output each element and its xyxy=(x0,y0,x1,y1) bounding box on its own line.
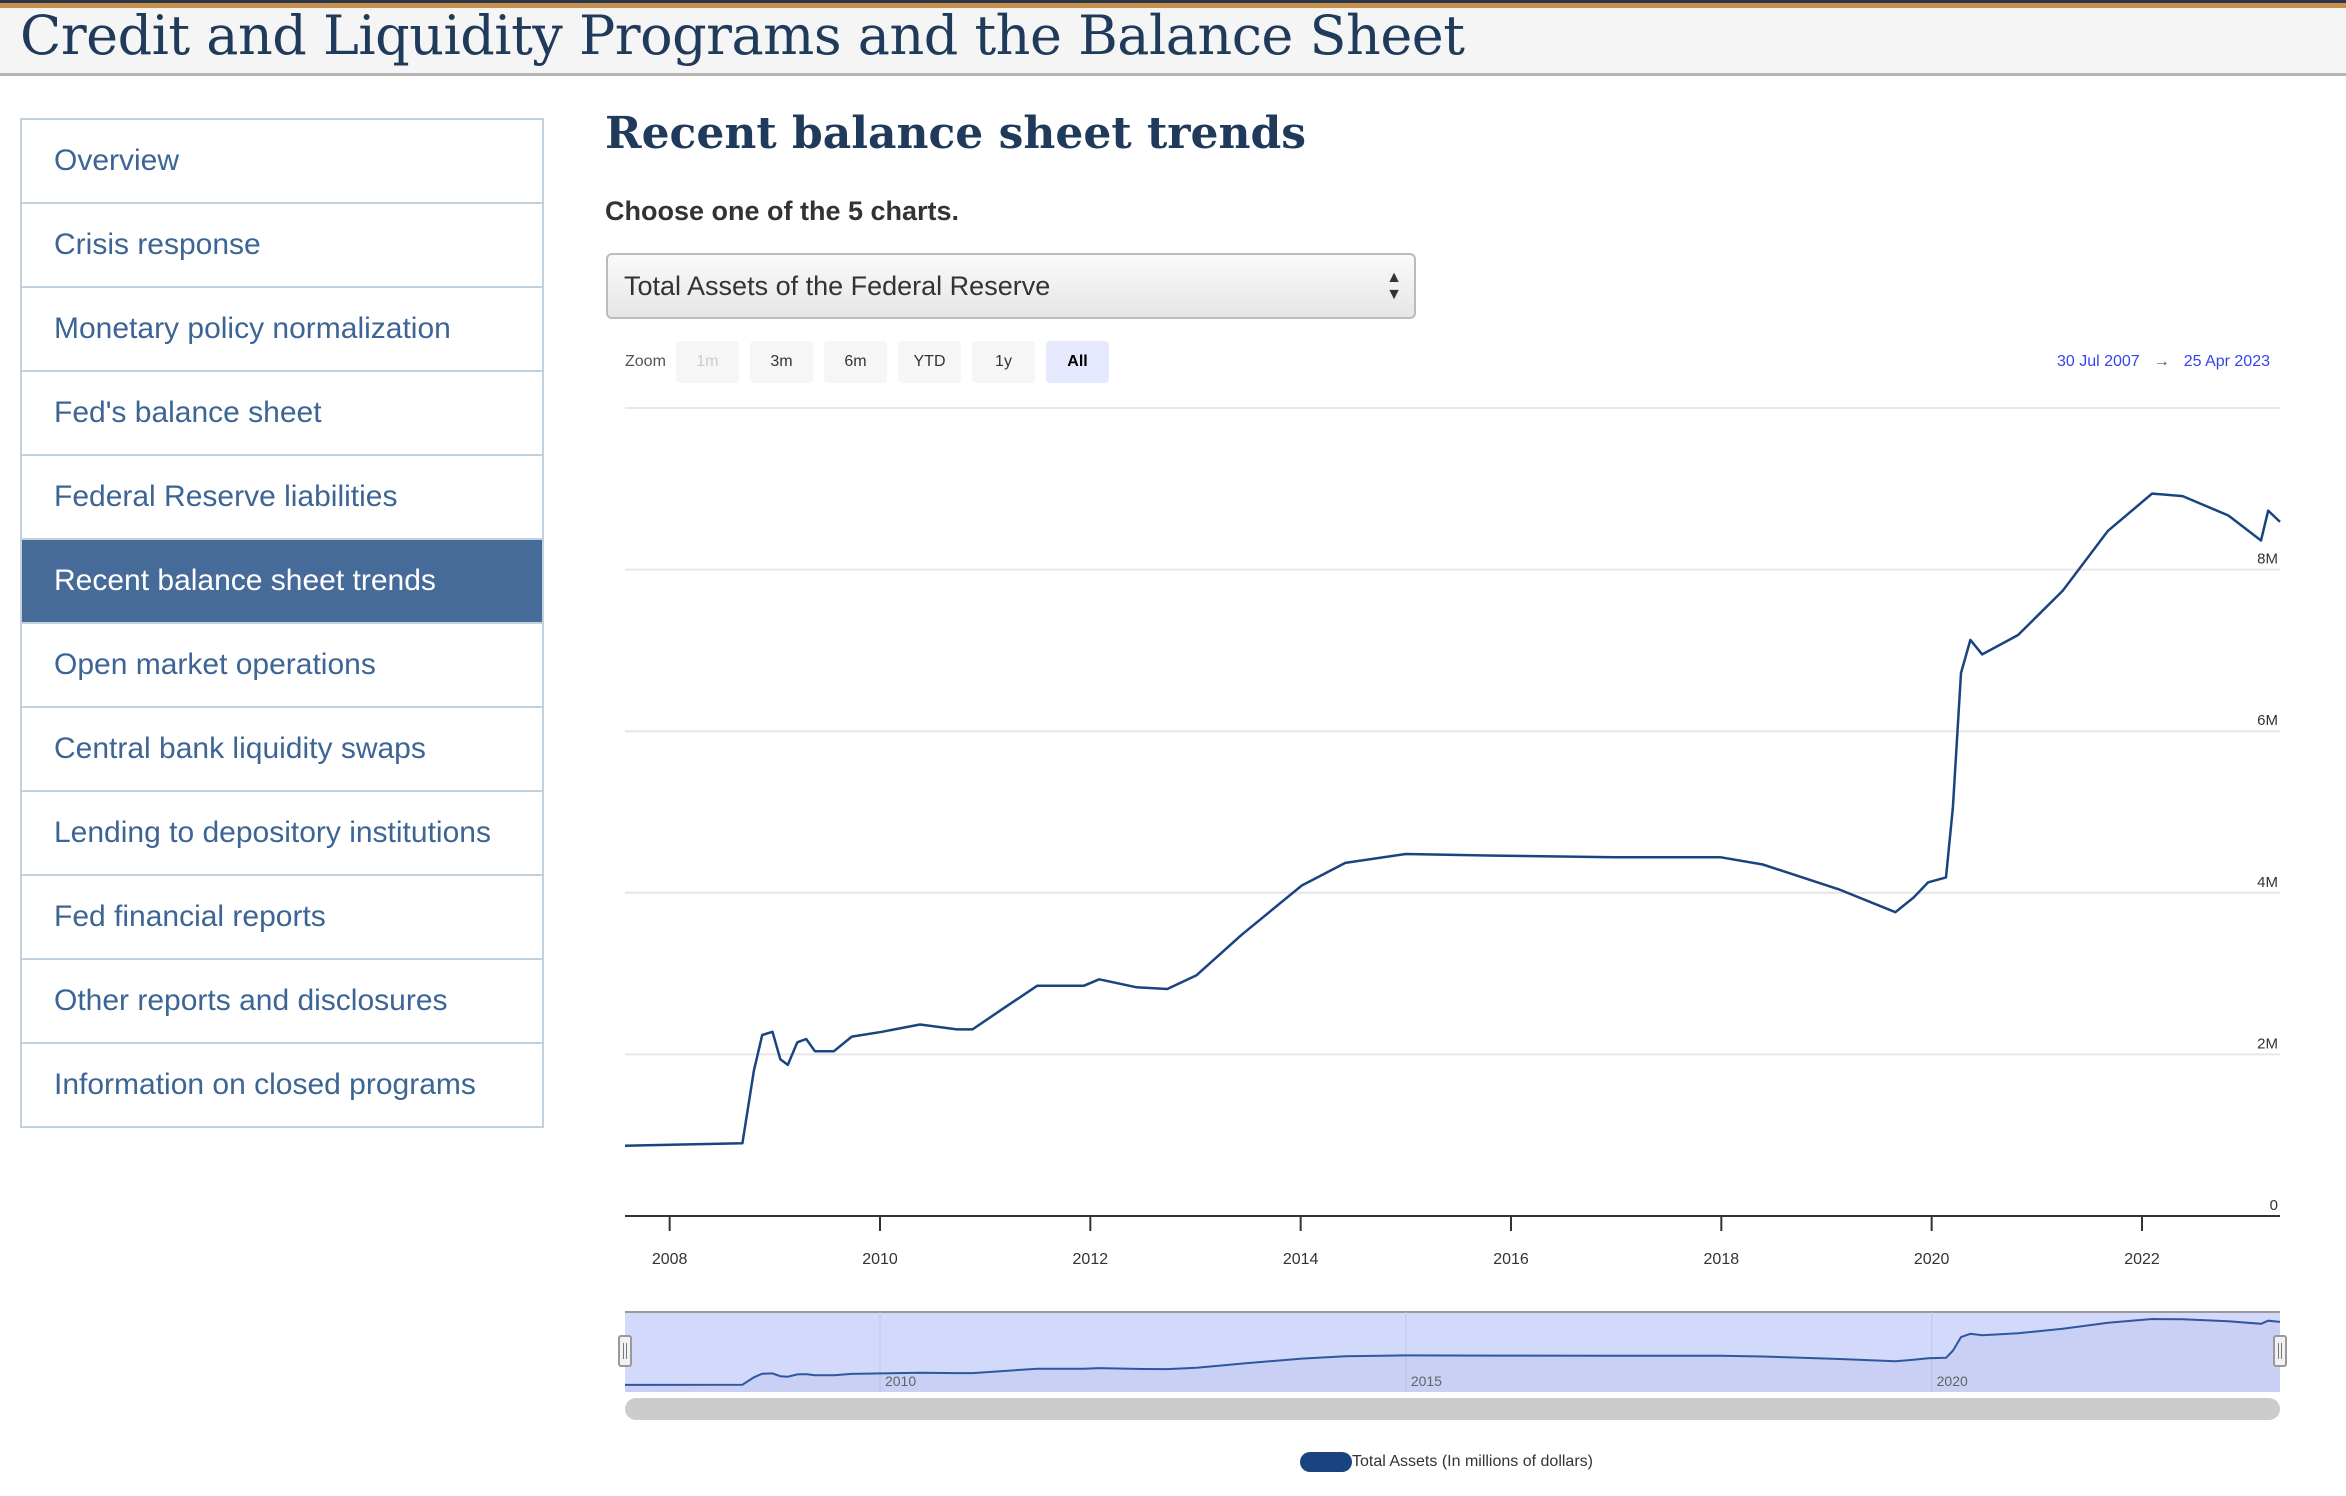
select-arrows-icon: ▲ ▼ xyxy=(1386,269,1402,303)
navigator-tick-label: 2020 xyxy=(1937,1373,1968,1389)
y-tick-label: 6M xyxy=(2257,712,2278,729)
sidebar-item-information-on-closed-programs[interactable]: Information on closed programs xyxy=(22,1044,542,1128)
page-header: Credit and Liquidity Programs and the Ba… xyxy=(0,4,2346,76)
sidebar-item-central-bank-liquidity-swaps[interactable]: Central bank liquidity swaps xyxy=(22,708,542,792)
sidebar-item-overview[interactable]: Overview xyxy=(22,120,542,204)
sidebar-item-fed-s-balance-sheet[interactable]: Fed's balance sheet xyxy=(22,372,542,456)
sidebar-item-open-market-operations[interactable]: Open market operations xyxy=(22,624,542,708)
zoom-button-ytd[interactable]: YTD xyxy=(898,341,961,383)
chart-select-value: Total Assets of the Federal Reserve xyxy=(624,270,1051,301)
navigator-area xyxy=(625,1319,2280,1392)
zoom-button-3m[interactable]: 3m xyxy=(750,341,813,383)
sidebar-item-other-reports-and-disclosures[interactable]: Other reports and disclosures xyxy=(22,960,542,1044)
zoom-label: Zoom xyxy=(625,353,666,370)
page-title: Credit and Liquidity Programs and the Ba… xyxy=(20,4,1465,67)
navigator-series-line xyxy=(624,1317,2281,1386)
sidebar-item-federal-reserve-liabilities[interactable]: Federal Reserve liabilities xyxy=(22,456,542,540)
navigator-tick-label: 2010 xyxy=(885,1373,916,1389)
section-title: Recent balance sheet trends xyxy=(605,108,1306,159)
navigator[interactable]: 2010 2015 2020 xyxy=(618,1311,2287,1392)
zoom-button-1y[interactable]: 1y xyxy=(972,341,1035,383)
legend-label: Total Assets (In millions of dollars) xyxy=(1352,1453,1593,1470)
zoom-button-6m[interactable]: 6m xyxy=(824,341,887,383)
navigator-handle-right[interactable] xyxy=(2273,1335,2287,1367)
zoom-button-1m[interactable]: 1m xyxy=(676,341,739,383)
sidebar-item-fed-financial-reports[interactable]: Fed financial reports xyxy=(22,876,542,960)
x-tick-label: 2018 xyxy=(1704,1251,1740,1268)
chart-prompt: Choose one of the 5 charts. xyxy=(605,196,960,226)
series-line-total-assets xyxy=(624,492,2281,1147)
y-tick-label: 8M xyxy=(2257,551,2278,568)
sidebar-item-lending-to-depository-institutions[interactable]: Lending to depository institutions xyxy=(22,792,542,876)
y-tick-label: 4M xyxy=(2257,874,2278,891)
legend-item[interactable]: Total Assets (In millions of dollars) xyxy=(1300,1452,1593,1472)
navigator-scrollbar[interactable] xyxy=(625,1398,2280,1420)
x-tick-label: 2012 xyxy=(1073,1251,1109,1268)
range-from-input[interactable]: 30 Jul 2007 xyxy=(2056,353,2140,370)
x-tick-label: 2016 xyxy=(1493,1251,1529,1268)
sidebar-item-monetary-policy-normalization[interactable]: Monetary policy normalization xyxy=(22,288,542,372)
x-tick-label: 2020 xyxy=(1914,1251,1950,1268)
range-arrow: → xyxy=(2153,353,2170,370)
navigator-handle-left[interactable] xyxy=(618,1335,632,1367)
x-tick-label: 2022 xyxy=(2124,1251,2160,1268)
x-tick-label: 2014 xyxy=(1283,1251,1319,1268)
chart-select[interactable]: Total Assets of the Federal Reserve ▲ ▼ xyxy=(606,253,1416,319)
range-to-input[interactable]: 25 Apr 2023 xyxy=(2183,353,2270,370)
y-tick-label: 0 xyxy=(2270,1197,2278,1214)
legend-swatch xyxy=(1300,1452,1352,1472)
sidebar-nav: Overview Crisis response Monetary policy n… xyxy=(20,118,544,1128)
navigator-selection xyxy=(625,1312,2280,1392)
x-tick-label: 2008 xyxy=(652,1251,688,1268)
sidebar-item-recent-balance-sheet-trends[interactable]: Recent balance sheet trends xyxy=(22,540,542,624)
y-tick-label: 2M xyxy=(2257,1035,2278,1052)
top-accent-stripe xyxy=(0,3,2346,8)
navigator-tick-label: 2015 xyxy=(1411,1373,1442,1389)
date-range: 30 Jul 2007 → 25 Apr 2023 xyxy=(2057,353,2270,371)
sidebar-item-crisis-response[interactable]: Crisis response xyxy=(22,204,542,288)
top-accent-bar xyxy=(0,0,2346,3)
x-tick-label: 2010 xyxy=(862,1251,898,1268)
zoom-button-all[interactable]: All xyxy=(1046,341,1109,383)
